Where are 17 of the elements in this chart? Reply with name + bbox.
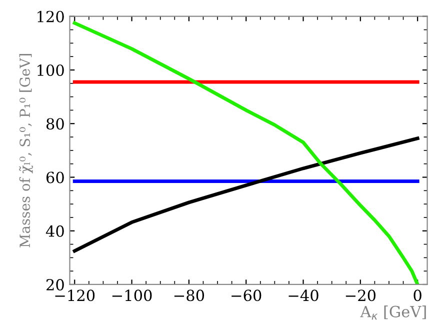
x-tick-label: −80: [174, 290, 204, 302]
y-tick-label: 120: [38, 10, 64, 22]
x-axis-title: A$_{κ}$ [GeV]: [360, 306, 426, 320]
x-tick-label: −40: [288, 290, 318, 302]
y-axis-title: Masses of χ̃ₗ⁰, S₁⁰, P₁⁰ [GeV]: [19, 54, 33, 248]
line-series: [72, 21, 420, 284]
x-tick-label: −100: [112, 290, 152, 302]
x-tick-label: −20: [346, 290, 376, 302]
y-tick-label: 20: [46, 278, 64, 291]
x-tick-label: −60: [232, 290, 262, 302]
y-tick-label: 80: [46, 118, 64, 130]
x-tick-label: −120: [55, 290, 95, 302]
x-tick-label: 0: [414, 290, 422, 302]
y-tick-label: 60: [46, 172, 64, 184]
y-tick-label: 100: [38, 64, 64, 76]
line-series: [72, 136, 420, 253]
y-tick-label: 40: [46, 225, 64, 237]
